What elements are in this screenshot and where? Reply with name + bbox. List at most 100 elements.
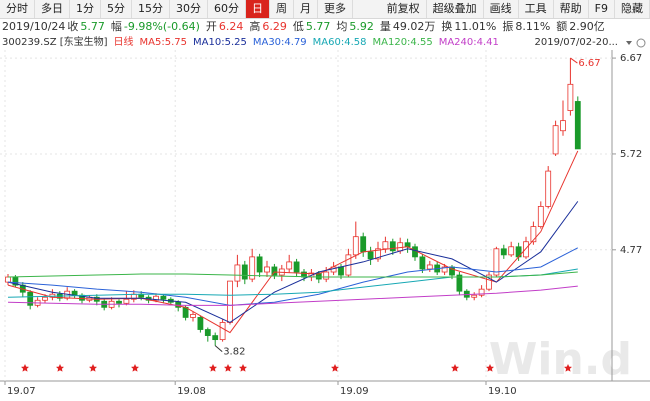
quote-value: 5.77	[80, 20, 105, 33]
quote-value: 5.92	[349, 20, 374, 33]
candle-body	[486, 274, 492, 290]
period-tab[interactable]: 周	[270, 0, 294, 18]
event-star	[209, 364, 217, 372]
candle-body	[574, 101, 581, 150]
toolbar: 分时 多日 1分 5分 15分 30分 60分日周月更多 前复权 超级叠加 画线 工具 帮助 F9 隐藏	[0, 0, 650, 19]
quote-value: 5.77	[305, 20, 331, 33]
candle-body	[389, 241, 396, 252]
x-tick-label: 19.09	[340, 386, 369, 397]
candle-body	[352, 236, 359, 256]
candle-body	[456, 274, 463, 292]
candle-body	[500, 248, 507, 256]
date-range[interactable]: 2019/07/02-20...	[534, 37, 618, 48]
quote-label: 高	[249, 20, 261, 33]
period-tab[interactable]: 1分	[70, 0, 101, 18]
legend-entry: MA120:4.55	[372, 37, 433, 48]
event-star	[564, 364, 572, 372]
tool-button[interactable]: 画线	[484, 0, 519, 18]
watermark: Win.d	[489, 334, 632, 385]
ma-line	[7, 285, 578, 306]
event-star	[56, 364, 64, 372]
event-star	[224, 364, 232, 372]
period-tab[interactable]: 60分	[208, 0, 246, 18]
annotation-leader	[214, 345, 223, 353]
candle-body	[116, 300, 122, 304]
quote-label: 收	[67, 20, 79, 33]
period-tab[interactable]: 5分	[101, 0, 132, 18]
candle-body	[249, 256, 256, 280]
candle-body	[315, 272, 322, 280]
quote-value: 8.11%	[515, 20, 551, 33]
ma-line	[7, 150, 579, 334]
candle-body	[404, 242, 411, 248]
period-tab[interactable]: 日	[246, 0, 270, 18]
tool-button[interactable]: 前复权	[381, 0, 427, 18]
candle-body	[153, 295, 159, 301]
candle-body	[219, 322, 226, 341]
quote-label: 换	[441, 20, 453, 33]
quote-label: 振	[502, 20, 514, 33]
period-tabs: 分时 多日 1分 5分 15分 30分 60分日周月更多	[0, 0, 353, 18]
period-tab[interactable]: 月	[294, 0, 318, 18]
range-icons[interactable]	[624, 37, 648, 49]
candle-body	[271, 266, 278, 276]
candle-body	[471, 294, 478, 298]
event-star	[331, 364, 339, 372]
quote-bar: 2019/10/24 收 5.77 幅 -9.98%(-0.64) 开 6.24 高 6.29 低…	[2, 19, 611, 35]
period-tab[interactable]: 分时	[0, 0, 35, 18]
legend-entry: MA60:4.58	[312, 37, 367, 48]
quote-label: 低	[292, 20, 304, 33]
candle-body	[42, 296, 48, 301]
candle-body	[397, 242, 404, 252]
event-stars	[21, 364, 572, 372]
candle-body	[530, 226, 537, 243]
candle-body	[293, 261, 300, 273]
legend-bar: 300239.SZ [东宝生物] 日线 MA5:5.75 MA10:5.25 MA3…	[2, 35, 648, 50]
period-tab[interactable]: 30分	[170, 0, 208, 18]
period-label[interactable]: 日线	[113, 37, 134, 48]
period-tab[interactable]: 15分	[132, 0, 170, 18]
candle-body	[508, 246, 515, 256]
event-star	[89, 364, 97, 372]
annotation-label: 3.82	[223, 347, 245, 358]
candle-body	[212, 335, 219, 341]
candle-body	[523, 241, 529, 258]
event-star	[21, 364, 29, 372]
period-tab[interactable]: 更多	[318, 0, 353, 18]
candle-body	[567, 83, 574, 111]
candle-body	[338, 266, 344, 276]
tool-button[interactable]: 隐藏	[615, 0, 650, 18]
annotation-leader	[570, 57, 578, 64]
candle-body	[123, 298, 130, 304]
candle-body	[545, 170, 552, 207]
event-star	[131, 364, 139, 372]
y-tick-label: 6.67	[620, 53, 642, 64]
event-star	[486, 364, 494, 372]
period-tab[interactable]: 多日	[35, 0, 70, 18]
tool-button[interactable]: 超级叠加	[427, 0, 484, 18]
quote-value: 11.01%	[454, 20, 497, 33]
candle-body	[5, 276, 11, 283]
ma-legend: MA5:5.75 MA10:5.25 MA30:4.79 MA60:4.58 MA120…	[140, 35, 505, 50]
candle-body	[323, 271, 330, 280]
candle-body	[360, 236, 367, 253]
quote-value: 2.90亿	[569, 20, 605, 33]
candle-body	[286, 261, 293, 270]
quote-label: 量	[379, 20, 391, 33]
candle-body	[227, 280, 233, 323]
annotation-label: 6.67	[578, 58, 600, 69]
candle-body	[241, 264, 248, 280]
x-tick-label: 19.08	[177, 386, 206, 397]
tool-button[interactable]: F9	[589, 0, 615, 18]
tool-button[interactable]: 工具	[519, 0, 554, 18]
candle-body	[552, 125, 559, 155]
quote-value: 6.29	[262, 20, 287, 33]
candle-body	[382, 241, 389, 250]
legend-entry: MA5:5.75	[139, 37, 188, 48]
candle-body	[419, 256, 426, 270]
candle-body	[256, 256, 263, 273]
tool-button[interactable]: 帮助	[554, 0, 589, 18]
candle-body	[478, 288, 485, 296]
candle-body	[537, 206, 544, 228]
